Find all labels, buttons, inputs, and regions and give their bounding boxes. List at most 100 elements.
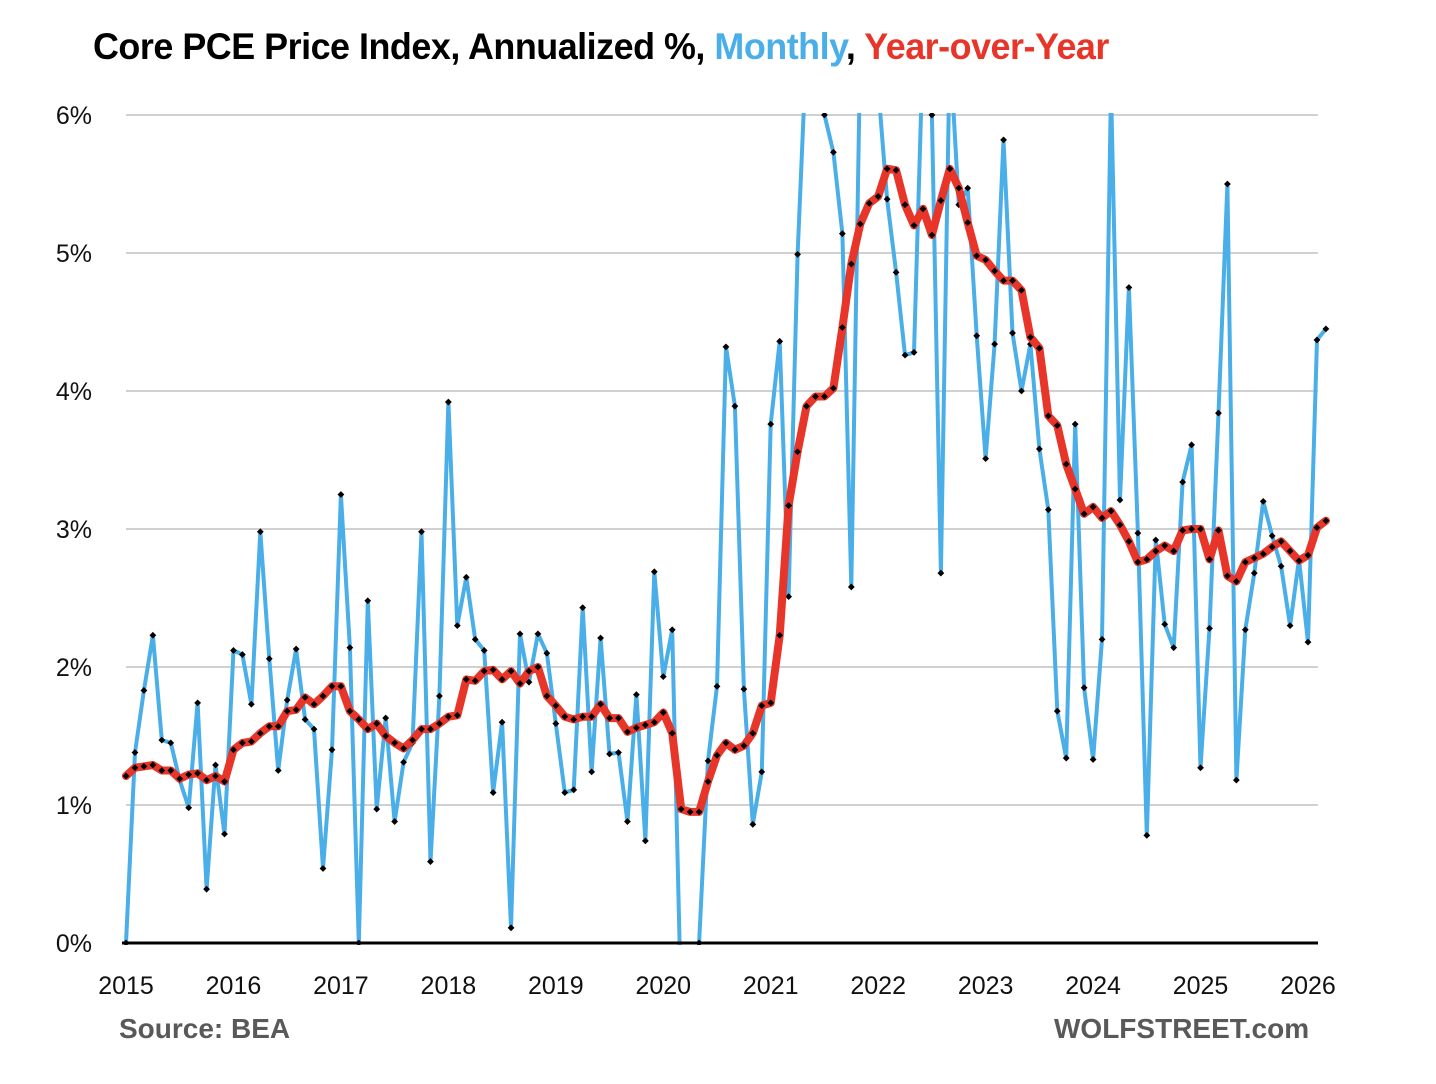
yoy-point xyxy=(480,667,488,675)
monthly-point xyxy=(203,885,210,893)
yoy-point xyxy=(910,222,918,229)
monthly-point xyxy=(230,647,237,654)
yoy-point xyxy=(955,184,963,192)
y-tick-label: 6% xyxy=(56,102,92,130)
yoy-point xyxy=(722,739,730,747)
yoy-point xyxy=(624,728,631,736)
yoy-point xyxy=(176,775,184,783)
monthly-point xyxy=(928,113,936,119)
yoy-point xyxy=(946,165,954,173)
monthly-point xyxy=(722,343,730,351)
yoy-point xyxy=(704,778,712,785)
monthly-point xyxy=(1035,445,1043,453)
monthly-point xyxy=(812,1,819,8)
yoy-point xyxy=(1125,538,1133,545)
yoy-point xyxy=(1206,555,1213,563)
monthly-point xyxy=(910,348,918,356)
monthly-point xyxy=(615,749,622,756)
monthly-point xyxy=(946,43,953,50)
monthly-point xyxy=(749,820,757,828)
monthly-point xyxy=(875,84,882,91)
monthly-point xyxy=(256,528,264,536)
yoy-point xyxy=(758,702,766,710)
y-tick-label: 1% xyxy=(56,792,92,820)
monthly-point xyxy=(498,718,506,726)
x-tick-label: 2022 xyxy=(850,972,906,1000)
x-tick-label: 2023 xyxy=(958,972,1014,1000)
yoy-point xyxy=(1044,412,1052,420)
monthly-point xyxy=(283,696,291,704)
yoy-point xyxy=(122,772,130,780)
monthly-point xyxy=(131,749,139,756)
yoy-point xyxy=(516,680,524,687)
yoy-point xyxy=(615,714,622,722)
yoy-point xyxy=(346,707,354,715)
title-monthly: Monthly xyxy=(714,26,846,67)
monthly-point xyxy=(185,804,193,812)
yoy-point xyxy=(1313,524,1321,532)
monthly-point xyxy=(239,651,246,658)
monthly-point xyxy=(444,398,452,406)
yoy-point xyxy=(221,778,228,785)
monthly-point xyxy=(462,573,470,581)
yoy-point xyxy=(427,725,434,733)
monthly-point xyxy=(1232,776,1240,784)
monthly-point xyxy=(1071,420,1079,428)
yoy-point xyxy=(337,682,345,690)
yoy-point xyxy=(1080,510,1088,518)
yoy-point xyxy=(1179,526,1187,534)
yoy-point xyxy=(1259,550,1267,558)
monthly-line xyxy=(124,113,1328,945)
yoy-point xyxy=(1170,547,1178,555)
yoy-point xyxy=(964,219,972,227)
yoy-point xyxy=(874,193,882,200)
monthly-point xyxy=(1179,478,1187,486)
yoy-point xyxy=(247,738,255,745)
monthly-point xyxy=(1206,624,1213,632)
yoy-point xyxy=(695,808,703,816)
monthly-point xyxy=(534,630,542,638)
yoy-point xyxy=(203,776,210,784)
monthly-point xyxy=(319,865,327,872)
monthly-point xyxy=(1250,569,1258,577)
yoy-point xyxy=(543,692,551,700)
monthly-point xyxy=(1044,506,1052,514)
yoy-point xyxy=(776,631,784,639)
monthly-point xyxy=(785,593,793,601)
yoy-point xyxy=(140,762,148,770)
yoy-point xyxy=(444,713,452,721)
monthly-point xyxy=(641,837,649,845)
y-tick-label: 3% xyxy=(56,516,92,544)
monthly-point xyxy=(292,645,300,653)
x-tick-label: 2021 xyxy=(743,972,799,1000)
monthly-point xyxy=(803,43,810,50)
monthly-point xyxy=(1224,180,1231,188)
x-tick-label: 2017 xyxy=(313,972,369,1000)
yoy-point xyxy=(991,267,998,275)
y-tick-label: 2% xyxy=(56,654,92,682)
monthly-point xyxy=(597,634,604,642)
monthly-point xyxy=(1241,626,1249,634)
yoy-point xyxy=(1053,422,1061,429)
monthly-point xyxy=(1089,756,1097,763)
yoy-point xyxy=(230,746,237,754)
monthly-point xyxy=(301,716,309,723)
monthly-point xyxy=(167,739,175,747)
yoy-point xyxy=(507,667,515,675)
yoy-point xyxy=(1286,547,1294,555)
yoy-point xyxy=(740,742,748,750)
monthly-point xyxy=(158,736,166,744)
yoy-point xyxy=(471,677,479,685)
monthly-point xyxy=(838,230,846,238)
yoy-point xyxy=(453,711,461,719)
yoy-point xyxy=(319,692,327,700)
monthly-point xyxy=(973,332,981,340)
yoy-point xyxy=(310,700,318,708)
x-tick-label: 2020 xyxy=(635,972,691,1000)
yoy-point xyxy=(668,729,676,737)
monthly-point xyxy=(659,673,667,681)
yoy-point xyxy=(901,201,909,209)
yoy-point xyxy=(1188,525,1195,533)
monthly-point xyxy=(561,789,569,796)
